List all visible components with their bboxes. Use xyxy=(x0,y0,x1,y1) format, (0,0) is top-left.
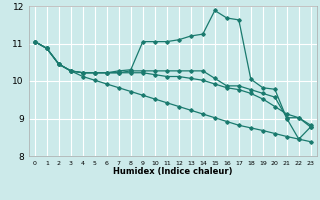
X-axis label: Humidex (Indice chaleur): Humidex (Indice chaleur) xyxy=(113,167,233,176)
